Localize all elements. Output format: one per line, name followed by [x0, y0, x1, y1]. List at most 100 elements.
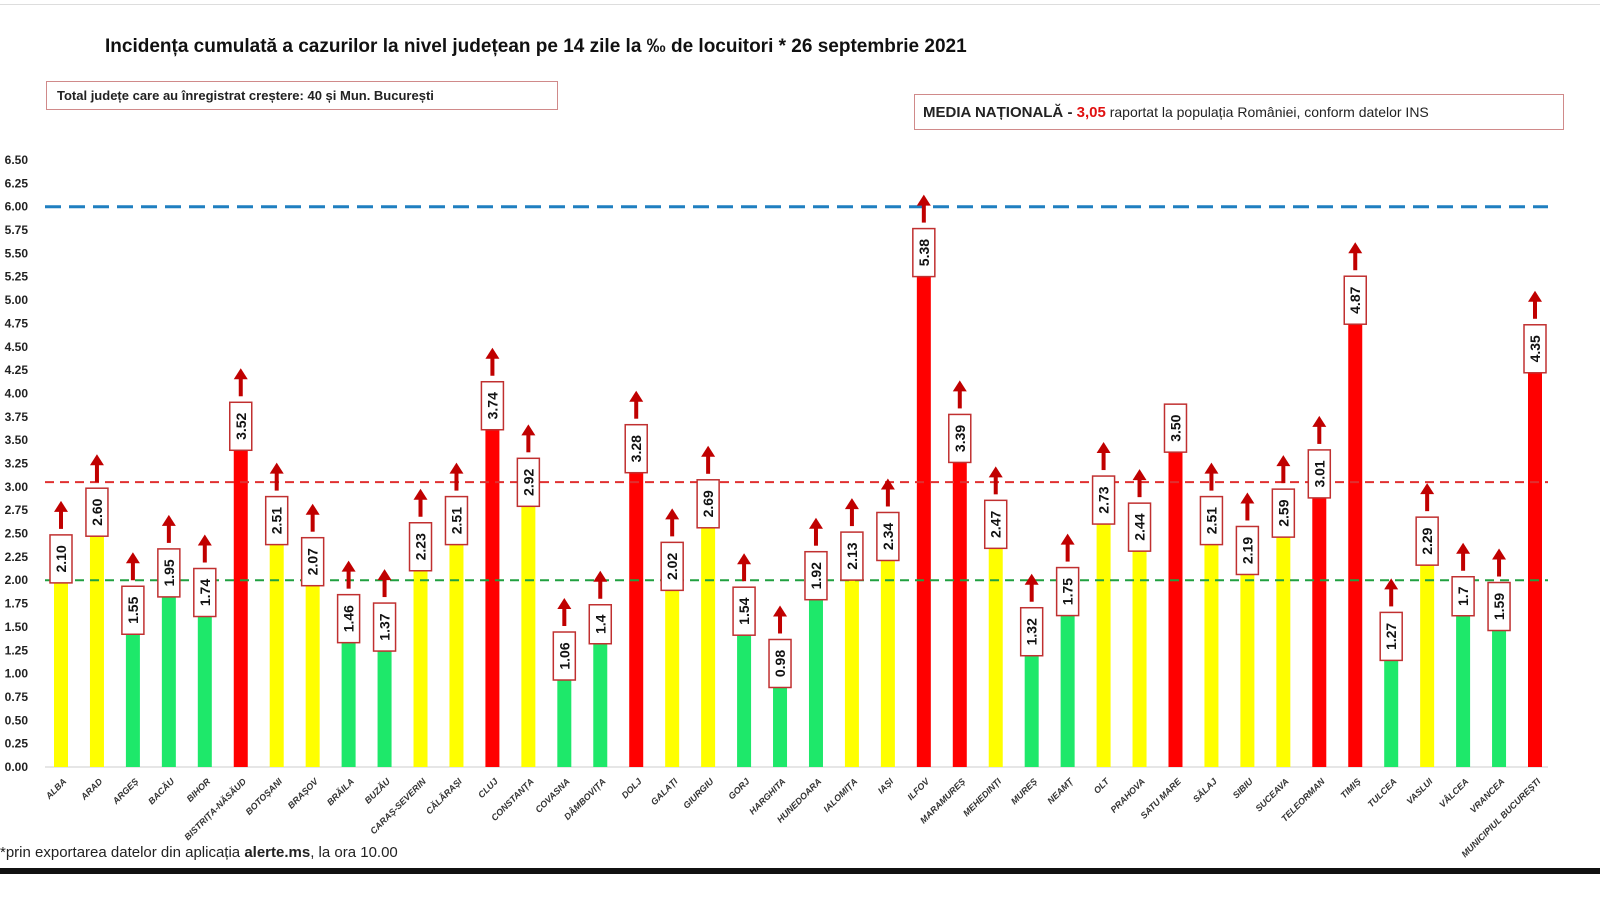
y-tick-label: 3.25	[5, 457, 29, 471]
value-label-text: 2.44	[1132, 513, 1148, 540]
category-label: GIURGIU	[681, 776, 716, 811]
total-counties-box: Total județe care au înregistrat creșter…	[46, 81, 558, 110]
arrow-head	[449, 462, 464, 474]
y-tick-label: 6.50	[5, 153, 29, 167]
category-label: IAȘI	[876, 776, 896, 796]
value-label: 1.92	[804, 550, 828, 601]
value-label-text: 3.28	[628, 435, 644, 462]
value-label-box	[840, 531, 864, 581]
arrow-head	[233, 368, 248, 380]
arrow-shaft	[1425, 492, 1430, 512]
value-label-box	[157, 548, 181, 598]
arrow-head	[629, 390, 644, 402]
y-tick-label: 1.50	[5, 620, 29, 634]
bar	[1492, 618, 1507, 767]
value-label: 2.02	[660, 541, 684, 592]
increase-arrow-icon	[1348, 242, 1363, 271]
increase-arrow-icon	[305, 503, 320, 532]
value-label: 2.34	[876, 511, 900, 562]
value-label-text: 1.95	[161, 559, 177, 586]
bar	[1168, 440, 1183, 767]
arrow-head	[952, 380, 967, 392]
category-label: GORJ	[726, 776, 752, 802]
value-label-box	[983, 499, 1008, 550]
arrow-head	[161, 514, 176, 526]
increase-arrow-icon	[1096, 442, 1111, 471]
arrow-shaft	[778, 614, 783, 634]
bar	[54, 570, 68, 767]
increase-arrow-icon	[665, 508, 680, 537]
category-label: BRAȘOV	[286, 776, 321, 811]
y-tick-label: 6.00	[5, 200, 29, 214]
value-label-box	[1379, 611, 1403, 662]
arrow-head	[773, 605, 788, 617]
value-label-box	[912, 227, 936, 278]
value-label-box	[1235, 525, 1260, 576]
arrow-head	[1132, 469, 1147, 481]
value-label-box	[1055, 566, 1080, 617]
arrow-head	[125, 552, 140, 564]
increase-arrow-icon	[1420, 483, 1435, 512]
value-label-box	[1451, 575, 1475, 617]
bar	[1096, 512, 1111, 767]
arrow-shaft	[1137, 478, 1142, 498]
value-label-box	[804, 550, 828, 601]
value-label-text: 2.51	[269, 507, 285, 534]
category-label: ILFOV	[905, 776, 932, 803]
value-label-text: 2.60	[89, 498, 105, 525]
arrow-shaft	[813, 526, 818, 546]
value-label-box	[229, 401, 253, 452]
bar	[269, 532, 284, 767]
value-label: 1.06	[552, 631, 577, 681]
arrow-head	[1528, 290, 1542, 302]
bar	[305, 573, 320, 767]
increase-arrow-icon	[701, 445, 716, 474]
value-label-box	[1019, 606, 1044, 657]
national-average-label: MEDIA NAȚIONALĂ	[923, 104, 1064, 121]
value-label-box	[264, 495, 289, 546]
arrow-shaft	[1245, 501, 1250, 521]
category-label: BRĂILA	[324, 776, 356, 808]
bar	[557, 668, 572, 767]
bar	[1348, 312, 1363, 767]
category-label: BUZĂU	[362, 775, 392, 805]
bar	[197, 604, 212, 767]
bar	[89, 524, 104, 767]
value-label-box	[300, 536, 325, 587]
bar	[1132, 539, 1147, 767]
bar	[341, 630, 356, 767]
y-tick-label: 0.25	[5, 737, 29, 751]
arrow-shaft	[634, 399, 639, 419]
national-average-text: raportat la populația României, conform …	[1105, 104, 1429, 120]
value-label-box	[768, 638, 792, 689]
value-label: 2.51	[444, 495, 469, 546]
footer-app: alerte.ms	[244, 844, 311, 861]
arrow-shaft	[957, 389, 962, 409]
bar	[233, 438, 248, 767]
value-label-box	[660, 541, 684, 592]
arrow-shaft	[993, 475, 998, 495]
increase-arrow-icon	[629, 390, 644, 419]
value-label-box	[1487, 581, 1511, 632]
value-label: 2.59	[1271, 488, 1296, 538]
category-label: ALBA	[43, 776, 68, 801]
arrow-shaft	[1101, 451, 1106, 471]
category-label: TULCEA	[1366, 776, 1399, 809]
arrow-shaft	[490, 356, 495, 376]
y-tick-label: 3.00	[5, 480, 29, 494]
value-label: 3.39	[948, 413, 972, 464]
value-label-text: 1.59	[1491, 593, 1507, 620]
arrow-shaft	[1029, 582, 1034, 602]
value-label-text: 2.23	[413, 533, 429, 560]
increase-arrow-icon	[233, 368, 248, 397]
bar	[1420, 553, 1435, 767]
arrow-head	[1312, 415, 1327, 427]
increase-arrow-icon	[54, 500, 68, 529]
arrow-head	[1060, 533, 1075, 545]
y-tick-label: 2.25	[5, 550, 29, 564]
value-label-box	[1523, 324, 1547, 374]
arrow-head	[197, 534, 212, 546]
value-label: 1.54	[732, 586, 756, 636]
category-label: IALOMIȚA	[822, 776, 860, 814]
